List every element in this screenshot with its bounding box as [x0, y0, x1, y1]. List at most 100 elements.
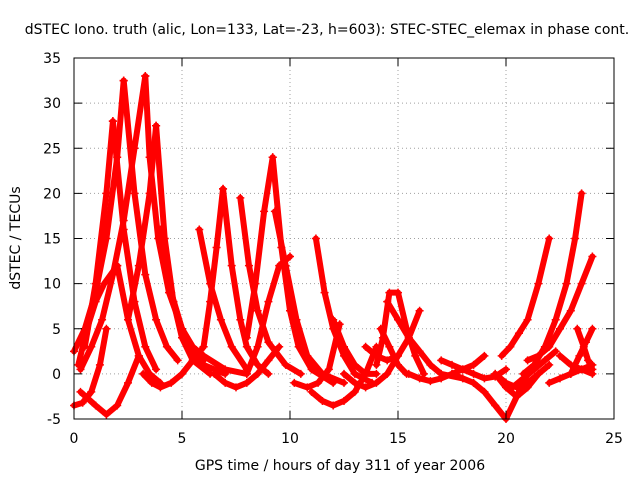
- y-tick-label: -5: [47, 412, 61, 428]
- series-17: [219, 184, 273, 378]
- data-point: [320, 288, 329, 297]
- data-point: [221, 365, 230, 374]
- data-point: [147, 378, 156, 387]
- data-point: [480, 387, 489, 396]
- data-point: [270, 207, 279, 216]
- data-point: [108, 117, 117, 126]
- series-28: [340, 351, 402, 392]
- data-point: [376, 324, 385, 333]
- series-line: [498, 235, 553, 359]
- data-point: [519, 374, 528, 383]
- data-point: [426, 360, 435, 369]
- data-point: [372, 378, 381, 387]
- data-point: [579, 342, 588, 351]
- data-point: [588, 324, 597, 333]
- data-point: [100, 279, 109, 288]
- chart-title: dSTEC Iono. truth (alic, Lon=133, Lat=-2…: [25, 22, 629, 38]
- series-line: [377, 325, 410, 377]
- data-point: [458, 365, 467, 374]
- data-point: [562, 279, 571, 288]
- data-point: [91, 279, 100, 288]
- y-tick-label: 0: [52, 367, 61, 383]
- data-point: [195, 225, 204, 234]
- data-point: [588, 252, 597, 261]
- x-tick-label: 10: [281, 431, 299, 447]
- series-18: [210, 342, 284, 392]
- y-tick-label: 30: [43, 96, 61, 112]
- data-point: [534, 279, 543, 288]
- data-point: [577, 279, 586, 288]
- data-point: [469, 378, 478, 387]
- data-point: [584, 356, 593, 365]
- data-point: [169, 297, 178, 306]
- data-point: [178, 369, 186, 378]
- data-point: [260, 207, 269, 216]
- data-point: [307, 387, 316, 396]
- data-point: [394, 315, 402, 324]
- data-point: [577, 365, 586, 374]
- x-tick-label: 25: [605, 431, 623, 447]
- data-point: [350, 369, 359, 378]
- data-point: [221, 378, 230, 387]
- data-point: [98, 315, 107, 324]
- data-point: [415, 347, 424, 356]
- data-point: [545, 234, 554, 243]
- data-point: [199, 360, 208, 369]
- data-point: [253, 342, 262, 351]
- data-point: [566, 306, 575, 315]
- series-32: [383, 297, 467, 383]
- y-axis-label: dSTEC / TECUs: [8, 186, 24, 289]
- data-point: [491, 401, 500, 410]
- data-point: [78, 398, 87, 407]
- data-point: [571, 234, 580, 243]
- series-44: [573, 324, 597, 374]
- y-tick-label: 10: [43, 277, 61, 293]
- data-point: [227, 342, 236, 351]
- data-point: [508, 383, 517, 392]
- data-point: [156, 383, 165, 392]
- series-line: [220, 185, 272, 377]
- data-point: [502, 378, 510, 387]
- data-point: [303, 351, 312, 360]
- data-point: [437, 374, 446, 383]
- x-axis-label: GPS time / hours of day 311 of year 2006: [195, 458, 485, 474]
- data-point: [76, 387, 85, 396]
- data-point: [534, 351, 543, 360]
- data-point: [329, 401, 338, 410]
- data-point: [212, 243, 221, 252]
- data-point: [311, 234, 320, 243]
- data-point: [296, 369, 305, 378]
- data-point: [294, 342, 303, 351]
- data-point: [530, 365, 539, 374]
- data-point: [281, 261, 290, 270]
- data-point: [523, 315, 532, 324]
- data-point: [188, 342, 197, 351]
- y-tick-label: 5: [52, 322, 61, 338]
- data-point: [497, 351, 506, 360]
- data-point: [469, 369, 478, 378]
- data-point: [102, 324, 111, 333]
- series-0: [70, 76, 128, 356]
- data-point: [588, 365, 597, 374]
- data-point: [383, 369, 392, 378]
- data-point: [577, 189, 586, 198]
- data-point: [199, 351, 208, 360]
- series-16: [199, 184, 228, 351]
- data-point: [251, 279, 260, 288]
- data-point: [253, 369, 262, 378]
- data-point: [340, 369, 348, 378]
- data-point: [124, 315, 132, 324]
- data-point: [292, 315, 301, 324]
- data-point: [264, 338, 273, 347]
- data-point: [82, 324, 91, 333]
- series-line: [71, 77, 127, 355]
- data-point: [506, 342, 515, 351]
- data-point: [372, 360, 381, 369]
- data-point: [139, 369, 148, 378]
- data-point: [350, 387, 359, 396]
- data-point: [119, 225, 128, 234]
- data-point: [268, 153, 277, 162]
- data-point: [113, 261, 122, 270]
- data-point: [236, 193, 245, 202]
- data-point: [514, 329, 523, 338]
